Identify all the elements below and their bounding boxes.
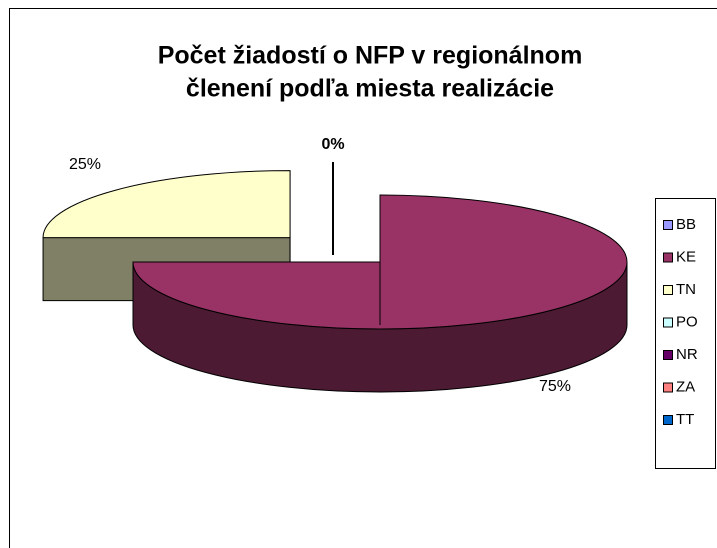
chart-title: Počet žiadostí o NFP v regionálnom bbox=[158, 42, 583, 70]
legend-label: PO bbox=[676, 313, 698, 330]
legend-swatch bbox=[663, 220, 673, 230]
legend-box bbox=[655, 198, 716, 469]
legend-swatch bbox=[663, 252, 673, 263]
legend-swatch bbox=[663, 285, 673, 295]
legend-swatch bbox=[663, 350, 673, 360]
legend-label: TN bbox=[676, 281, 696, 298]
legend-swatch bbox=[663, 382, 673, 393]
legend-label: NR bbox=[676, 346, 698, 363]
slice bbox=[132, 194, 628, 330]
slice bbox=[42, 170, 291, 239]
data-label: 0% bbox=[321, 136, 344, 153]
legend-label: TT bbox=[676, 411, 694, 428]
data-label: 25% bbox=[69, 156, 101, 173]
legend-label: ZA bbox=[676, 378, 695, 395]
legend-label: BB bbox=[676, 216, 696, 233]
chart-title: členení podľa miesta realizácie bbox=[186, 75, 554, 103]
legend-swatch bbox=[663, 317, 673, 328]
legend-swatch bbox=[663, 415, 673, 425]
legend-label: KE bbox=[676, 248, 696, 265]
data-label: 75% bbox=[539, 378, 571, 395]
